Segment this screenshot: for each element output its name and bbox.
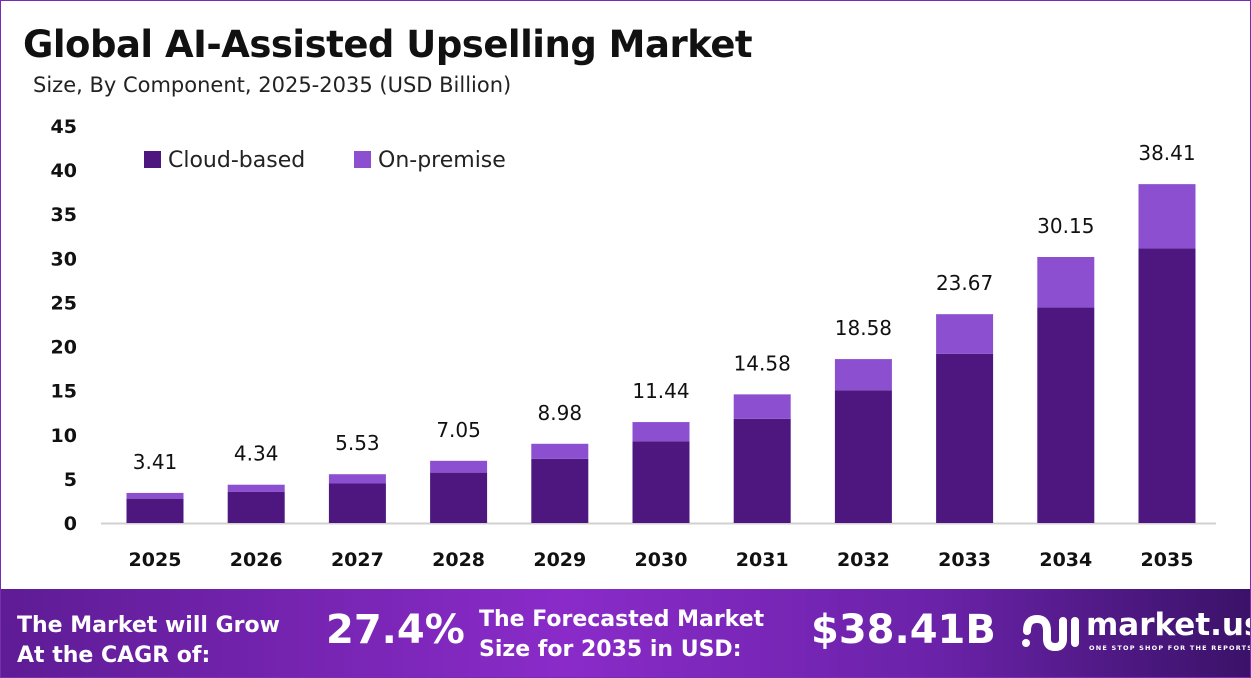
legend-label: Cloud-based bbox=[168, 148, 305, 173]
bar-on-premise-2026 bbox=[227, 484, 285, 492]
forecast-label-line1: The Forecasted Market bbox=[479, 607, 765, 632]
x-tick-label: 2030 bbox=[635, 549, 688, 571]
chart-title: Global AI-Assisted Upselling Market bbox=[23, 23, 753, 66]
data-label: 14.58 bbox=[734, 351, 791, 375]
x-tick-label: 2029 bbox=[533, 549, 586, 571]
x-tick-label: 2028 bbox=[432, 549, 485, 571]
bar-cloud-based-2030 bbox=[632, 441, 690, 523]
y-tick-label: 20 bbox=[51, 337, 77, 359]
forecast-value: $38.41B bbox=[811, 607, 996, 653]
x-tick-label: 2025 bbox=[129, 549, 182, 571]
bar-on-premise-2025 bbox=[126, 492, 184, 499]
legend-swatch bbox=[144, 151, 161, 168]
data-label: 7.05 bbox=[436, 418, 481, 442]
y-tick-label: 45 bbox=[51, 116, 77, 138]
x-tick-label: 2031 bbox=[736, 549, 789, 571]
data-label: 18.58 bbox=[835, 316, 892, 340]
data-label: 4.34 bbox=[234, 442, 279, 466]
footer-banner: The Market will Grow At the CAGR of: 27.4… bbox=[1, 589, 1251, 677]
x-tick-label: 2032 bbox=[837, 549, 890, 571]
bar-cloud-based-2031 bbox=[733, 418, 791, 523]
bar-on-premise-2027 bbox=[328, 474, 386, 484]
bar-on-premise-2035 bbox=[1138, 184, 1196, 249]
market-us-logo-icon bbox=[1022, 614, 1079, 652]
bar-on-premise-2028 bbox=[430, 460, 488, 473]
cagr-value: 27.4% bbox=[326, 607, 465, 653]
bar-cloud-based-2029 bbox=[531, 458, 589, 523]
bar-on-premise-2030 bbox=[632, 422, 690, 442]
legend-swatch bbox=[354, 151, 371, 168]
y-tick-label: 5 bbox=[64, 469, 77, 491]
forecast-label: The Forecasted Market Size for 2035 in US… bbox=[479, 605, 764, 665]
chart-subtitle: Size, By Component, 2025-2035 (USD Billi… bbox=[33, 73, 512, 97]
brand-name: market.us bbox=[1086, 607, 1251, 643]
data-label: 30.15 bbox=[1037, 214, 1094, 238]
data-label: 38.41 bbox=[1138, 141, 1195, 165]
legend-label: On-premise bbox=[378, 148, 506, 173]
forecast-label-line2: Size for 2035 in USD: bbox=[479, 637, 742, 662]
cagr-label-line2: At the CAGR of: bbox=[17, 643, 211, 668]
brand-tagline: ONE STOP SHOP FOR THE REPORTS bbox=[1089, 644, 1251, 652]
bar-on-premise-2029 bbox=[531, 443, 589, 459]
data-label: 8.98 bbox=[538, 401, 583, 425]
bar-on-premise-2034 bbox=[1037, 257, 1095, 308]
bar-cloud-based-2035 bbox=[1138, 248, 1196, 524]
x-tick-label: 2034 bbox=[1039, 549, 1092, 571]
data-label: 23.67 bbox=[936, 271, 993, 295]
y-tick-label: 10 bbox=[51, 425, 77, 447]
bar-chart: 0510152025303540453.4120254.3420265.5320… bbox=[51, 116, 1216, 571]
y-tick-label: 0 bbox=[64, 513, 77, 535]
y-tick-label: 30 bbox=[51, 248, 77, 270]
bar-cloud-based-2028 bbox=[430, 472, 488, 523]
bar-cloud-based-2027 bbox=[328, 483, 386, 523]
y-tick-label: 35 bbox=[51, 204, 77, 226]
bar-on-premise-2033 bbox=[936, 314, 994, 354]
x-tick-label: 2026 bbox=[230, 549, 283, 571]
x-tick-label: 2027 bbox=[331, 549, 384, 571]
bar-on-premise-2032 bbox=[834, 359, 892, 391]
data-label: 3.41 bbox=[133, 450, 178, 474]
y-tick-label: 40 bbox=[51, 160, 77, 182]
cagr-label-line1: The Market will Grow bbox=[17, 613, 280, 638]
y-tick-label: 25 bbox=[51, 292, 77, 314]
bar-cloud-based-2033 bbox=[936, 353, 994, 523]
data-label: 5.53 bbox=[335, 431, 380, 455]
bar-on-premise-2031 bbox=[733, 394, 791, 419]
bar-cloud-based-2032 bbox=[834, 390, 892, 523]
x-tick-label: 2033 bbox=[938, 549, 991, 571]
cagr-label: The Market will Grow At the CAGR of: bbox=[17, 611, 280, 671]
x-tick-label: 2035 bbox=[1141, 549, 1194, 571]
bar-cloud-based-2034 bbox=[1037, 307, 1095, 523]
y-tick-label: 15 bbox=[51, 381, 77, 403]
data-label: 11.44 bbox=[632, 379, 689, 403]
bar-cloud-based-2025 bbox=[126, 498, 184, 523]
bar-cloud-based-2026 bbox=[227, 491, 285, 523]
